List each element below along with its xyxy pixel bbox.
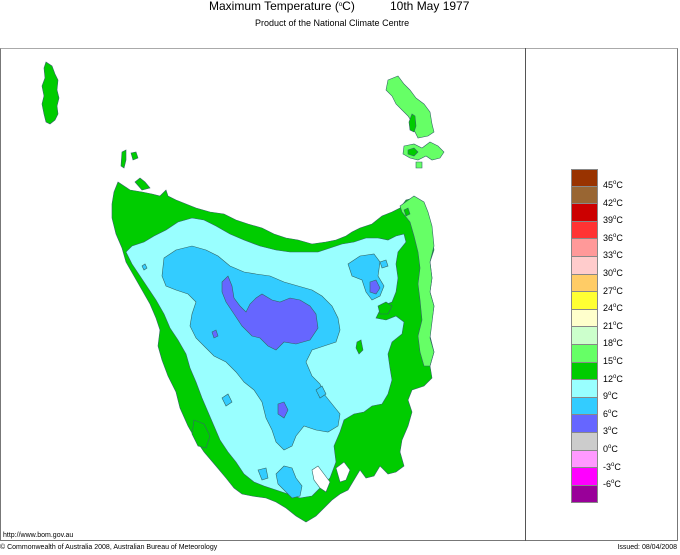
legend-label: 12oC	[603, 373, 623, 384]
legend-label: 27oC	[603, 285, 623, 296]
legend-label: 21oC	[603, 320, 623, 331]
legend-swatch	[571, 221, 598, 240]
legend-labels: 45oC 42oC 39oC 36oC 33oC 30oC 27oC 24oC …	[603, 180, 623, 497]
legend-swatch	[571, 169, 598, 187]
legend-label: 9oC	[603, 391, 618, 402]
legend-swatch	[571, 292, 598, 310]
legend-swatch	[571, 397, 598, 416]
copyright-notice: © Commonwealth of Australia 2008, Austra…	[0, 544, 218, 551]
legend-swatch	[571, 239, 598, 257]
map-date: 10th May 1977	[390, 0, 470, 13]
tasmania-temperature-map	[41, 61, 445, 523]
legend-label: -3oC	[603, 461, 621, 472]
legend-swatch	[571, 256, 598, 275]
legend-label: -6oC	[603, 479, 621, 490]
legend-swatch	[571, 186, 598, 205]
legend-label: 39oC	[603, 215, 623, 226]
legend-label: 42oC	[603, 197, 623, 208]
legend-swatch	[571, 362, 598, 381]
legend-label: 24oC	[603, 303, 623, 314]
legend-swatch	[571, 204, 598, 222]
title-unit: C)	[342, 0, 355, 13]
legend-label: 30oC	[603, 267, 623, 278]
legend-swatch	[571, 344, 598, 363]
legend-swatch	[571, 450, 598, 469]
legend-label: 33oC	[603, 250, 623, 261]
legend-label: 0oC	[603, 443, 618, 454]
legend-label: 36oC	[603, 232, 623, 243]
map-header: Maximum Temperature (oC) 10th May 1977	[0, 0, 680, 16]
legend-swatch	[571, 468, 598, 486]
legend-swatch	[571, 274, 598, 293]
legend-swatch	[571, 485, 598, 504]
legend-swatch	[571, 432, 598, 451]
map-title: Maximum Temperature (oC)	[209, 0, 355, 13]
legend-swatch	[571, 415, 598, 433]
legend-label: 18oC	[603, 338, 623, 349]
title-text: Maximum Temperature (	[209, 0, 339, 13]
issued-date: Issued: 08/04/2008	[617, 544, 677, 551]
flinders-island	[385, 75, 435, 139]
degree-symbol: o	[338, 2, 343, 8]
legend-swatch	[571, 327, 598, 345]
legend-swatch	[571, 380, 598, 398]
legend-label: 15oC	[603, 355, 623, 366]
legend-swatch	[571, 309, 598, 328]
legend-label: 6oC	[603, 408, 618, 419]
legend-label: 45oC	[603, 180, 623, 190]
map-panel	[0, 48, 526, 541]
map-subtitle: Product of the National Climate Centre	[255, 18, 410, 28]
temperature-legend	[571, 169, 598, 504]
legend-label: 3oC	[603, 426, 618, 437]
king-island	[41, 61, 60, 125]
bom-url-link[interactable]: http://www.bom.gov.au	[3, 532, 74, 539]
map-frame	[0, 48, 678, 541]
